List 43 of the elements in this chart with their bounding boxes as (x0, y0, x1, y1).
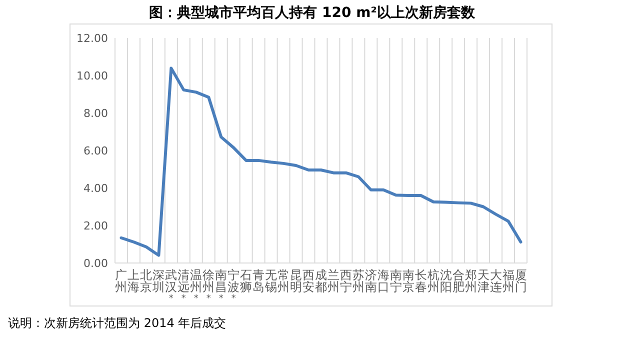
x-tick-label: 兰州 (327, 268, 340, 294)
x-tick-label: 郑州 (464, 268, 477, 294)
x-tick-label: 杭州 (426, 268, 440, 294)
x-tick-label: 南昌* (215, 268, 228, 304)
x-tick-label: 长春 (414, 268, 427, 294)
x-tick-label: 成都 (315, 268, 327, 294)
y-tick-label: 2.00 (84, 220, 108, 232)
x-tick-label: 广州 (115, 268, 128, 294)
y-tick-label: 0.00 (84, 257, 108, 270)
x-tick-label: 徐州* (202, 268, 215, 304)
x-tick-label: 清远* (178, 268, 190, 304)
chart-title: 图：典型城市平均百人持有 120 m²以上次新房套数 (149, 4, 476, 21)
x-tick-label: 武汉* (165, 268, 178, 304)
x-tick-label: 深圳 (152, 268, 165, 294)
x-tick-label: 青岛 (252, 268, 265, 294)
text: 说明：次新房统计范围为 2014 年后成交 (8, 316, 226, 330)
x-tick-label: 苏州 (352, 268, 364, 294)
y-tick-label: 12.00 (76, 32, 108, 45)
line-series (120, 66, 522, 257)
x-tick-label: 南京 (402, 268, 414, 294)
x-tick-label: 昆明 (290, 268, 302, 294)
x-tick-label: 常州 (278, 268, 290, 294)
x-tick-label: 南宁 (390, 268, 402, 294)
x-tick-label: 西宁 (340, 268, 352, 294)
y-tick-label: 4.00 (84, 182, 108, 195)
x-tick-label: 大连 (490, 268, 502, 294)
x-tick-label: 福州 (502, 268, 514, 294)
x-tick-label: 温州* (190, 268, 202, 304)
x-tick-label: 济南 (364, 268, 377, 294)
x-tick-label: 海口 (377, 268, 390, 294)
y-tick-label: 10.00 (76, 70, 108, 82)
x-tick-label: 厦门 (514, 268, 527, 294)
x-tick-label: 天津 (477, 268, 490, 294)
y-tick-label: 6.00 (84, 144, 108, 158)
x-tick-label: 沈阳 (440, 268, 452, 294)
x-tick-label: 北京 (140, 268, 152, 294)
x-tick-label: 上海 (128, 268, 140, 294)
x-tick-label: 合肥 (452, 268, 464, 294)
x-tick-label: 无锡 (264, 268, 278, 294)
x-tick-label: 西安 (302, 268, 315, 294)
x-tick-label: 石狮 (240, 268, 252, 294)
y-tick-label: 8.00 (84, 107, 108, 120)
x-tick-label: 宁波* (228, 268, 240, 304)
